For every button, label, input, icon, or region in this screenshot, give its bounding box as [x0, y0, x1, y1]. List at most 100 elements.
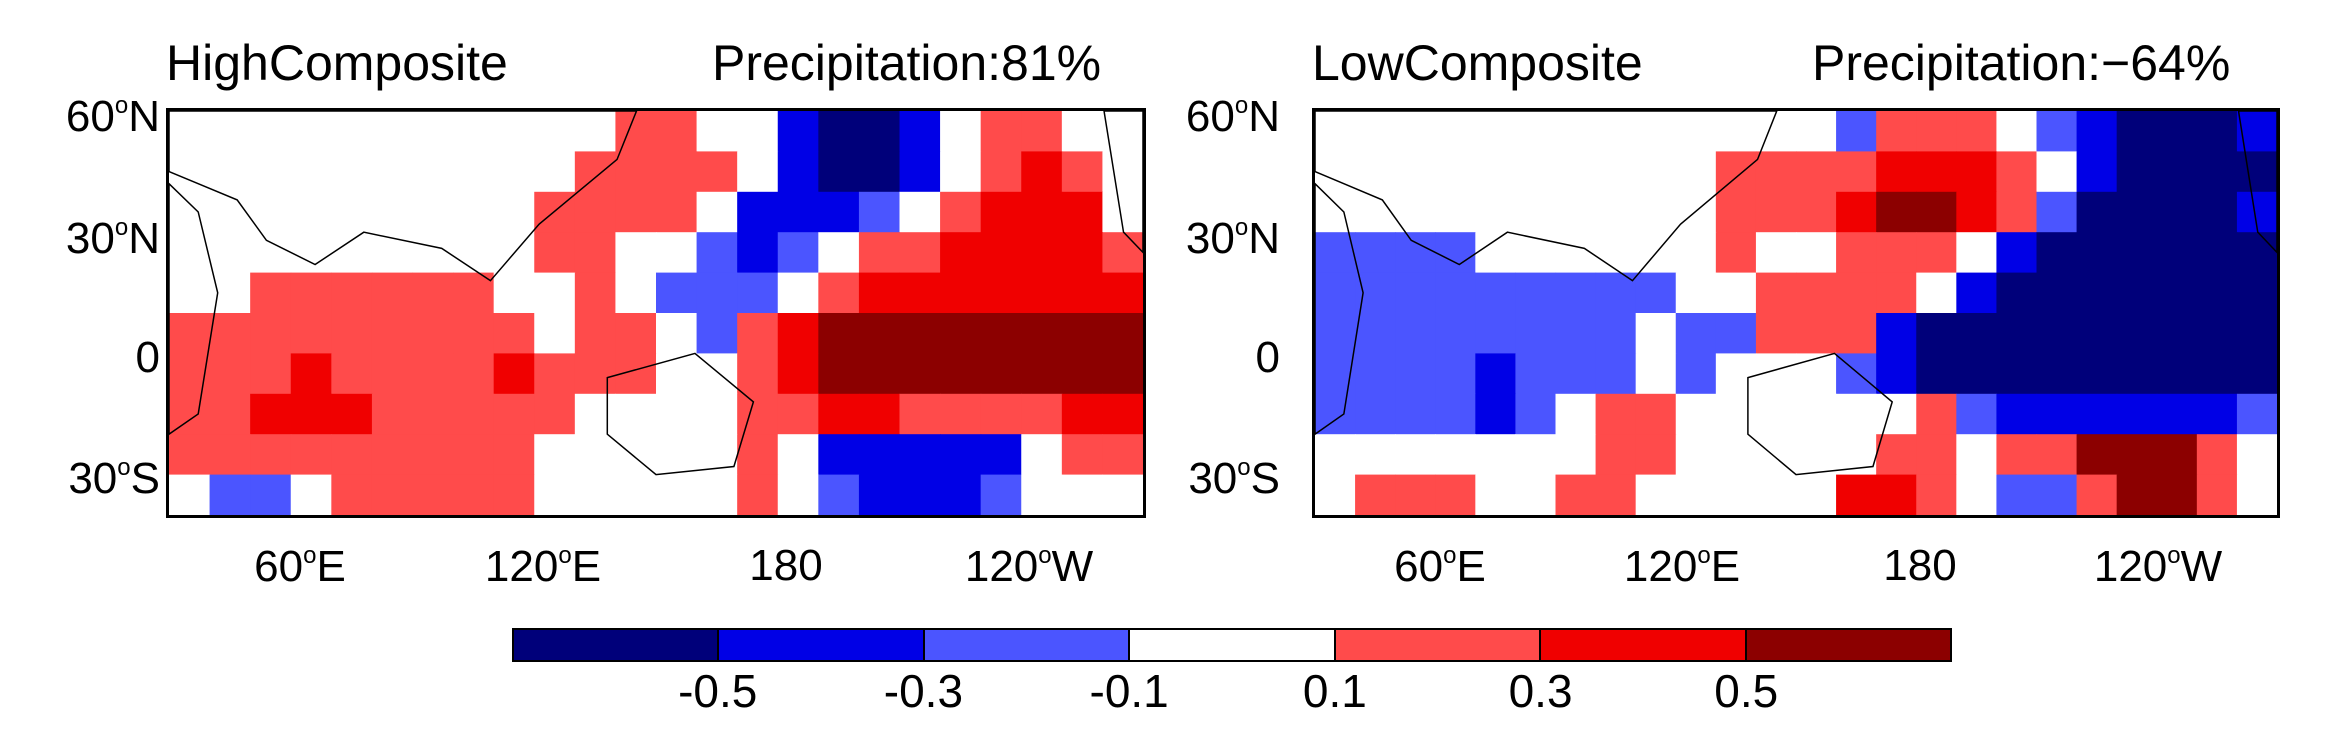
grid-cell: [2156, 191, 2198, 233]
grid-cell: [371, 272, 414, 314]
panel-title-right: Precipitation:81%: [712, 35, 1102, 91]
grid-cell: [858, 434, 901, 476]
grid-cell: [858, 111, 901, 152]
grid-cell: [453, 474, 495, 515]
grid-cell: [209, 111, 251, 152]
grid-cell: [737, 191, 779, 233]
grid-cell: [1395, 474, 1436, 515]
panel-title-left: LowComposite: [1312, 35, 1643, 91]
grid-cell: [534, 474, 576, 515]
grid-cell: [493, 111, 535, 152]
grid-cell: [1836, 232, 1877, 274]
grid-cell: [209, 313, 251, 354]
colorbar-swatch: [1541, 630, 1747, 660]
grid-cell: [1956, 474, 1998, 515]
grid-cell: [777, 434, 819, 476]
grid-cell: [1836, 313, 1877, 354]
grid-cell: [1715, 474, 1757, 515]
grid-cell: [1836, 111, 1877, 152]
grid-cell: [1796, 151, 1837, 193]
grid-cell: [412, 191, 454, 233]
grid-cell: [1916, 474, 1957, 515]
grid-cell: [1595, 191, 1637, 233]
grid-cell: [656, 191, 698, 233]
grid-cell: [1996, 232, 2038, 274]
grid-cell: [371, 313, 414, 354]
grid-cell: [250, 393, 292, 435]
grid-cell: [1355, 272, 1396, 314]
grid-cell: [737, 313, 779, 354]
grid-cell: [1515, 191, 1557, 233]
grid-cell: [1635, 151, 1677, 193]
grid-cell: [1675, 151, 1717, 193]
grid-cell: [1916, 434, 1957, 476]
grid-cell: [331, 111, 373, 152]
grid-cell: [2036, 474, 2078, 515]
grid-cell: [1796, 353, 1837, 395]
grid-cell: [858, 232, 901, 274]
grid-cell: [858, 313, 901, 354]
coastline: [1315, 111, 1778, 282]
grid-cell: [290, 434, 332, 476]
grid-cell: [858, 191, 901, 233]
grid-cell: [453, 151, 495, 193]
grid-cell: [777, 313, 819, 354]
grid-cell: [899, 313, 941, 354]
grid-cell: [696, 272, 738, 314]
grid-cell: [2116, 313, 2158, 354]
grid-cell: [1675, 474, 1717, 515]
grid-cell: [1755, 111, 1797, 152]
grid-cell: [980, 353, 1022, 395]
grid-cell: [1796, 313, 1837, 354]
grid-cell: [209, 353, 251, 395]
grid-cell: [1996, 393, 2038, 435]
grid-cell: [899, 353, 941, 395]
grid-cell: [777, 393, 819, 435]
coastline: [2237, 111, 2277, 254]
grid-cell: [980, 313, 1022, 354]
grid-cell: [534, 393, 576, 435]
grid-cell: [209, 474, 251, 515]
grid-cell: [1021, 353, 1063, 395]
grid-cell: [656, 232, 698, 274]
grid-cell: [777, 111, 819, 152]
grid-cell: [1595, 393, 1637, 435]
grid-cell: [818, 151, 860, 193]
grid-cell: [1675, 393, 1717, 435]
lat-label: 30oS: [68, 454, 160, 503]
lat-label: 30oN: [65, 214, 160, 263]
grid-cell: [858, 151, 901, 193]
grid-cell: [1061, 151, 1104, 193]
grid-cell: [1475, 353, 1517, 395]
grid-cell: [371, 191, 414, 233]
grid-cell: [1715, 272, 1757, 314]
grid-cell: [1956, 111, 1998, 152]
grid-cell: [1876, 111, 1917, 152]
grid-cell: [2196, 353, 2238, 395]
grid-cell: [493, 353, 535, 395]
coastline: [1103, 111, 1143, 254]
grid-cell: [2076, 191, 2118, 233]
grid-cell: [899, 232, 941, 274]
grid-cell: [2156, 313, 2198, 354]
grid-cell: [1876, 151, 1917, 193]
grid-cell: [1796, 191, 1837, 233]
grid-cell: [818, 272, 860, 314]
grid-cell: [1061, 313, 1104, 354]
grid-cell: [1755, 393, 1797, 435]
grid-cell: [1475, 272, 1517, 314]
grid-cell: [534, 151, 576, 193]
grid-cell: [1475, 191, 1517, 233]
grid-cell: [453, 313, 495, 354]
grid-cell: [209, 272, 251, 314]
lon-label: 120oW: [2093, 542, 2223, 591]
grid-cell: [980, 393, 1022, 435]
grid-cell: [899, 191, 941, 233]
grid-cell: [858, 353, 901, 395]
grid-cell: [1515, 353, 1557, 395]
grid-cell: [2116, 232, 2158, 274]
grid-cell: [1395, 272, 1436, 314]
grid-cell: [1956, 272, 1998, 314]
grid-cell: [777, 474, 819, 515]
grid-cell: [1355, 191, 1396, 233]
